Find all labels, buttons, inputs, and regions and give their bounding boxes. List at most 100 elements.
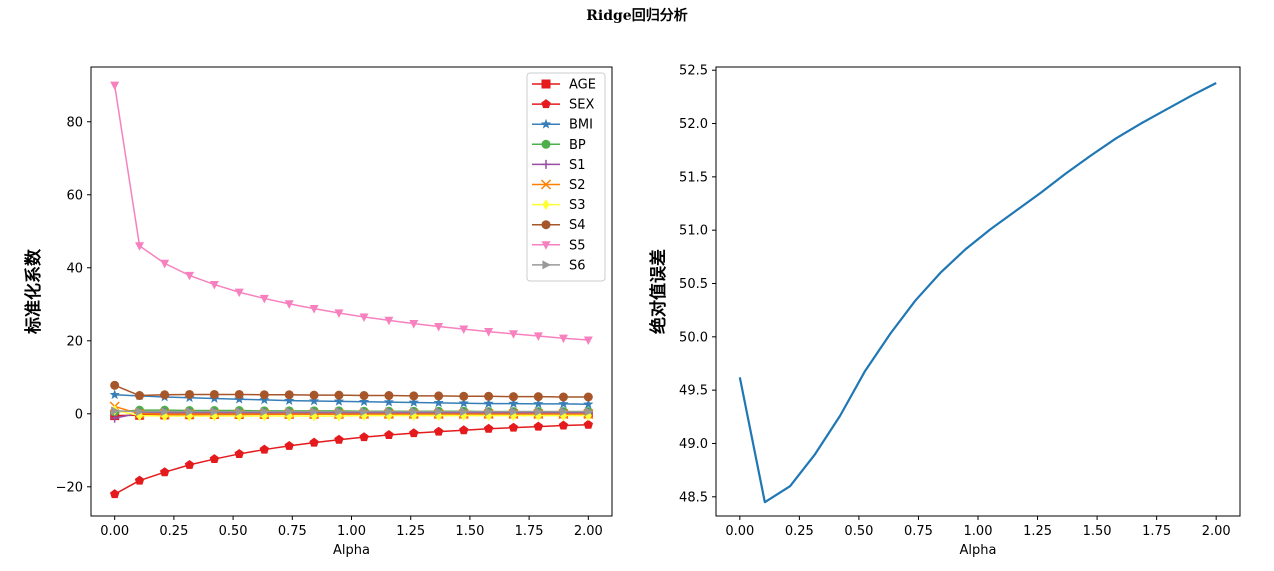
data-point-bmi <box>109 389 120 400</box>
data-point-sex <box>134 475 145 485</box>
x-tick-label: 1.00 <box>337 524 366 539</box>
data-point-s4 <box>583 392 593 402</box>
data-point-s4 <box>508 392 518 402</box>
data-point-s5 <box>583 336 593 346</box>
y-tick-label: 52.0 <box>679 117 708 132</box>
y-tick-label: 50.5 <box>679 277 708 292</box>
data-point-s5 <box>160 259 170 269</box>
data-point-sex <box>234 448 244 458</box>
data-point-s5 <box>234 288 244 298</box>
data-point-s6 <box>534 407 544 417</box>
data-point-s5 <box>209 280 219 290</box>
y-axis-label: 标准化系数 <box>23 248 44 334</box>
data-point-s6 <box>285 407 295 417</box>
data-point-s4 <box>459 391 469 401</box>
data-point-sex <box>384 430 394 439</box>
plot-area <box>109 81 594 499</box>
data-point-bmi <box>508 398 519 408</box>
x-tick-label: 0.00 <box>100 524 129 539</box>
legend-label: S1 <box>569 158 586 173</box>
data-point-s5 <box>359 313 369 323</box>
series-s6 <box>111 406 594 417</box>
figure-title: Ridge回归分析 <box>586 8 688 24</box>
data-point-s5 <box>135 242 145 251</box>
x-tick-label: 0.75 <box>904 524 933 539</box>
data-point-s6 <box>385 407 394 417</box>
data-point-s6 <box>460 407 469 417</box>
data-point-s4 <box>284 390 294 400</box>
x-tick-label: 0.75 <box>278 524 307 539</box>
legend-entry-bmi: BMI <box>532 118 593 133</box>
data-point-bmi <box>333 395 345 406</box>
y-tick-label: 80 <box>66 115 83 130</box>
legend-label: BP <box>569 138 586 153</box>
data-point-s4 <box>434 391 444 401</box>
x-tick-label: 2.00 <box>574 524 603 539</box>
data-point-sex <box>259 444 270 454</box>
data-point-s6 <box>410 407 419 417</box>
x-tick-label: 0.50 <box>219 524 248 539</box>
data-point-bmi <box>458 397 469 408</box>
data-point-s4 <box>185 389 195 399</box>
data-point-s3 <box>310 410 318 422</box>
y-tick-label: 20 <box>66 334 83 349</box>
legend-entry-s2: S2 <box>532 178 586 193</box>
data-point-s4 <box>259 390 269 400</box>
data-point-s6 <box>435 407 444 417</box>
y-tick-label: 60 <box>66 188 83 203</box>
data-point-s6 <box>310 407 320 417</box>
series-s4 <box>110 380 593 402</box>
legend-entry-s3: S3 <box>532 198 586 213</box>
x-tick-label: 1.25 <box>396 524 425 539</box>
data-point-s6 <box>559 407 569 417</box>
data-point-sex <box>309 437 319 447</box>
x-tick-label: 1.25 <box>1023 524 1052 539</box>
data-point-s6 <box>485 407 494 417</box>
data-point-bmi <box>259 394 270 405</box>
data-point-s4 <box>334 390 344 400</box>
data-point-sex <box>483 423 494 433</box>
data-point-s4 <box>135 391 145 401</box>
data-point-s4 <box>160 390 170 400</box>
y-tick-label: 49.5 <box>679 384 708 399</box>
data-point-sex <box>533 421 544 431</box>
y-tick-label: 50.0 <box>679 330 708 345</box>
data-point-s5 <box>533 332 543 341</box>
legend-entry-bp: BP <box>532 138 586 153</box>
data-point-s5 <box>484 328 494 337</box>
data-point-s5 <box>110 81 120 91</box>
legend-label: AGE <box>569 78 596 93</box>
legend-label: BMI <box>569 118 593 133</box>
subplot-1: 0.00 0.25 0.50 0.75 1.00 1.25 1.50 1.75 2.00 −20 0… <box>23 66 613 558</box>
legend-label: S2 <box>569 178 586 193</box>
data-point-s3 <box>360 410 368 422</box>
legend: AGE SEX BMI BP S1 S2 S3 S4 S5 S6 <box>526 72 606 282</box>
data-point-s6 <box>235 407 245 417</box>
legend-label: S4 <box>569 218 586 233</box>
data-point-s4 <box>384 391 394 401</box>
legend-entry-s5: S5 <box>532 238 586 253</box>
data-point-s3 <box>260 410 268 422</box>
data-point-sex <box>583 419 594 429</box>
x-tick-label: 1.50 <box>1083 524 1112 539</box>
legend-marker <box>542 260 551 270</box>
data-point-bmi <box>583 398 594 409</box>
series-s3 <box>111 404 592 422</box>
legend-marker <box>540 179 552 190</box>
x-tick-label: 1.50 <box>455 524 484 539</box>
data-point-s6 <box>335 407 344 417</box>
x-tick-label: 0.25 <box>159 524 188 539</box>
data-point-s5 <box>508 330 518 339</box>
y-tick-label: −20 <box>56 480 83 495</box>
data-point-bmi <box>284 395 295 406</box>
series-sex <box>109 419 594 499</box>
data-point-sex <box>284 440 294 450</box>
data-point-bmi <box>383 396 395 407</box>
legend-label: S3 <box>569 198 586 213</box>
legend-marker <box>541 99 551 109</box>
legend-entry-sex: SEX <box>532 98 594 113</box>
x-tick-label: 2.00 <box>1202 524 1231 539</box>
plot-area <box>738 82 1217 504</box>
data-point-sex <box>459 425 469 435</box>
data-point-bmi <box>558 398 569 409</box>
